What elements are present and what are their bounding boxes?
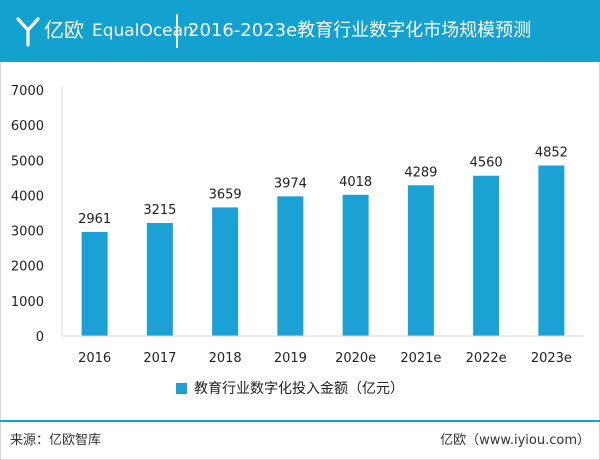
y-tick-label: 3000 — [11, 225, 44, 240]
logo-text-cn: 亿欧 — [44, 18, 84, 42]
x-tick-label-2018: 2018 — [209, 351, 242, 366]
y-axis: 0 1000 2000 3000 4000 5000 6000 7000 — [11, 84, 63, 345]
logo-icon — [16, 17, 40, 47]
legend-swatch — [176, 382, 187, 394]
y-tick-label: 0 — [36, 330, 44, 345]
bar-chart: 0 1000 2000 3000 4000 5000 6000 7000 2961 3215 36… — [11, 84, 584, 366]
data-label-2016: 2961 — [78, 212, 111, 227]
data-label-2023e: 4852 — [535, 145, 568, 160]
bar-2017 — [146, 223, 173, 336]
data-label-2020e: 4018 — [339, 175, 372, 190]
header-divider — [176, 14, 178, 48]
x-tick-label-2021e: 2021e — [400, 351, 441, 366]
header-bar: 亿欧 EqualOcean 2016-2023e教育行业数字化市场规模预测 — [0, 0, 600, 62]
x-tick-label-2016: 2016 — [78, 351, 111, 366]
data-label-2022e: 4560 — [470, 156, 503, 171]
chart-title: 2016-2023e教育行业数字化市场规模预测 — [188, 20, 532, 41]
bar-2018 — [212, 207, 239, 336]
legend: 教育行业数字化投入金额（亿元） — [176, 378, 404, 398]
x-tick-label-2023e: 2023e — [531, 351, 572, 366]
legend-label: 教育行业数字化投入金额（亿元） — [194, 381, 404, 397]
bar-2019 — [277, 196, 304, 336]
x-tick-label-2019: 2019 — [274, 351, 307, 366]
bar-2016 — [81, 231, 108, 336]
x-tick-label-2017: 2017 — [143, 351, 176, 366]
footer-source: 来源：亿欧智库 — [10, 433, 102, 448]
y-tick-label: 2000 — [11, 260, 44, 275]
bar-2023e — [538, 165, 565, 336]
data-label-2019: 3974 — [274, 176, 307, 191]
bar-2020e — [342, 194, 369, 336]
x-tick-label-2020e: 2020e — [335, 351, 376, 366]
bar-group: 2961 3215 3659 3974 4018 4289 4560 4852 — [78, 145, 568, 336]
x-tick-label-2022e: 2022e — [466, 351, 507, 366]
y-tick-label: 7000 — [11, 84, 44, 99]
y-tick-label: 4000 — [11, 189, 44, 204]
footer-website: 亿欧（www.iyiou.com） — [440, 433, 590, 448]
logo-text-en: EqualOcean — [92, 21, 194, 41]
x-axis: 2016 2017 2018 2019 2020e 2021e 2022e 2023e — [62, 335, 584, 366]
y-tick-label: 5000 — [11, 154, 44, 169]
y-tick-label: 6000 — [11, 119, 44, 134]
footer-divider — [0, 420, 600, 422]
y-tick-label: 1000 — [11, 295, 44, 310]
data-label-2017: 3215 — [143, 203, 176, 218]
bar-2022e — [473, 175, 500, 336]
data-label-2021e: 4289 — [404, 165, 437, 180]
bar-2021e — [407, 185, 434, 336]
data-label-2018: 3659 — [209, 187, 242, 202]
